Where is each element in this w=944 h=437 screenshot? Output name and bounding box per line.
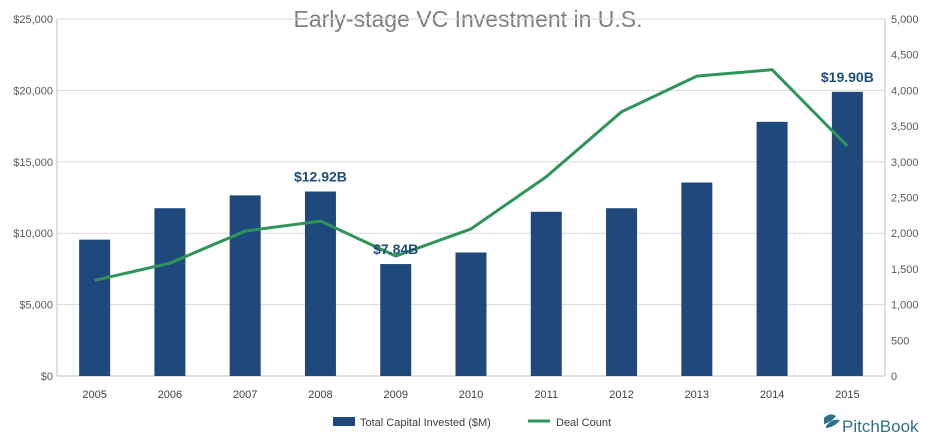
bar-2014 [756, 121, 788, 376]
right-tick-label: 3,000 [891, 157, 919, 169]
x-tick-label: 2012 [609, 389, 633, 401]
left-tick-label: $5,000 [19, 300, 53, 312]
pitchbook-leaf-icon [824, 414, 840, 428]
x-axis-ticks: 2005 2006 2007 2008 2009 2010 2011 2012 2013 2014… [82, 389, 859, 401]
left-tick-label: $25,000 [13, 14, 53, 26]
right-tick-label: 3,500 [891, 121, 919, 133]
x-tick-label: 2013 [685, 389, 709, 401]
bar-2005 [79, 239, 111, 376]
x-tick-label: 2007 [233, 389, 257, 401]
data-label-2009: $7.84B [373, 241, 418, 257]
data-label-2008: $12.92B [294, 169, 347, 185]
bar-series [79, 91, 863, 376]
right-tick-label: 1,000 [891, 300, 919, 312]
left-tick-label: $15,000 [13, 157, 53, 169]
bar-2015 [831, 91, 863, 376]
bar-2012 [606, 208, 638, 376]
left-tick-label: $10,000 [13, 228, 53, 240]
x-tick-label: 2011 [534, 389, 558, 401]
right-tick-label: 0 [891, 371, 897, 383]
x-tick-label: 2010 [459, 389, 483, 401]
right-tick-label: 4,500 [891, 50, 919, 62]
left-axis-ticks: $0 $5,000 $10,000 $15,000 $20,000 $25,000 [13, 14, 53, 383]
x-tick-label: 2008 [308, 389, 332, 401]
right-tick-label: 1,500 [891, 264, 919, 276]
deal-count-line [94, 68, 849, 282]
bar-2007 [229, 195, 261, 376]
logo-text: PitchBook [842, 417, 919, 436]
legend-bar-swatch [333, 417, 355, 426]
x-tick-label: 2015 [835, 389, 859, 401]
right-tick-label: 4,000 [891, 85, 919, 97]
right-tick-label: 500 [891, 335, 909, 347]
pitchbook-logo: PitchBook [824, 414, 919, 436]
right-tick-label: 5,000 [891, 14, 919, 26]
legend-line-label: Deal Count [556, 417, 611, 429]
bar-2013 [681, 182, 713, 376]
data-annotations: $12.92B $7.84B $19.90B [294, 69, 874, 257]
x-tick-label: 2005 [82, 389, 106, 401]
x-tick-label: 2009 [383, 389, 407, 401]
line-series [94, 68, 849, 282]
right-axis-ticks: 0 500 1,000 1,500 2,000 2,500 3,000 3,500 4,000 4… [891, 14, 919, 383]
legend-bar-label: Total Capital Invested ($M) [360, 417, 491, 429]
bar-2011 [530, 211, 562, 376]
x-tick-label: 2014 [760, 389, 784, 401]
bar-2010 [455, 252, 487, 376]
bar-2006 [154, 208, 186, 376]
left-tick-label: $0 [41, 371, 53, 383]
right-tick-label: 2,500 [891, 193, 919, 205]
x-tick-label: 2006 [158, 389, 182, 401]
bar-2009 [380, 264, 412, 376]
data-label-2015: $19.90B [821, 69, 874, 85]
left-tick-label: $20,000 [13, 85, 53, 97]
bar-2008 [304, 191, 336, 376]
legend: Total Capital Invested ($M) Deal Count [333, 417, 611, 429]
right-tick-label: 2,000 [891, 228, 919, 240]
